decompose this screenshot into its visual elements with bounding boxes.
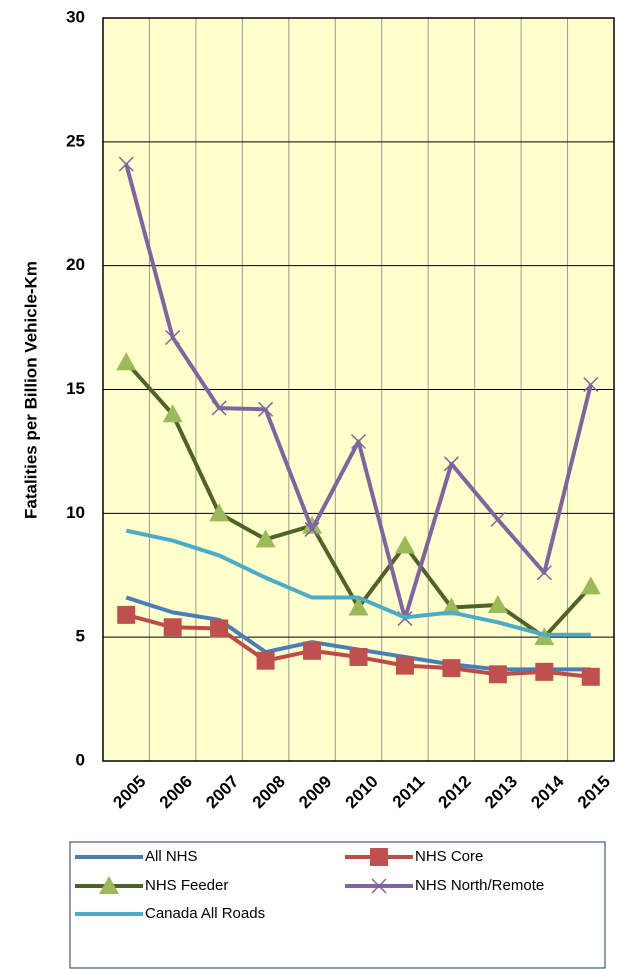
legend-label: Canada All Roads (145, 905, 265, 922)
point-marker (118, 156, 134, 172)
y-tick-label: 20 (66, 255, 85, 274)
point-marker (581, 667, 600, 686)
x-tick-label: 2007 (202, 772, 242, 812)
point-marker (583, 377, 599, 393)
y-tick-label: 5 (76, 627, 85, 646)
point-marker (209, 503, 230, 522)
point-marker (163, 618, 182, 637)
legend-marker (99, 876, 119, 894)
plot-border (102, 17, 615, 762)
point-marker (211, 400, 227, 416)
legend-label: NHS Feeder (145, 877, 228, 894)
point-marker (488, 665, 507, 684)
x-tick-label: 2009 (295, 772, 335, 812)
x-tick-label: 2008 (249, 772, 289, 812)
point-marker (535, 662, 554, 681)
x-tick-label: 2010 (342, 772, 382, 812)
point-marker (162, 404, 183, 423)
point-marker (350, 433, 367, 450)
x-tick-label: 2014 (527, 771, 568, 812)
point-marker (348, 597, 369, 616)
point-marker (442, 659, 461, 678)
point-marker (349, 647, 368, 666)
x-tick-label: 2013 (481, 772, 521, 812)
x-tick-label: 2011 (389, 772, 429, 812)
point-marker (165, 329, 181, 346)
legend-box (69, 841, 606, 969)
y-tick-label: 30 (66, 7, 85, 26)
point-marker (258, 401, 274, 417)
point-marker (394, 535, 415, 554)
point-marker (303, 641, 322, 660)
y-tick-label: 15 (66, 379, 85, 398)
x-tick-label: 2015 (574, 772, 614, 812)
x-tick-label: 2012 (435, 772, 475, 812)
point-marker (580, 576, 601, 595)
point-marker (490, 511, 506, 528)
point-marker (117, 605, 136, 624)
point-marker (210, 619, 229, 638)
legend-label: NHS North/Remote (415, 877, 544, 894)
point-marker (443, 456, 459, 472)
point-marker (395, 656, 414, 675)
point-marker (536, 565, 552, 581)
point-marker (255, 529, 276, 548)
point-marker (487, 594, 508, 613)
y-axis-label: Fatalities per Billion Vehicle-Km (21, 261, 40, 519)
x-tick-label: 2006 (156, 772, 196, 812)
legend-marker (371, 878, 387, 894)
x-tick-label: 2005 (109, 772, 149, 812)
legend-marker (370, 848, 388, 866)
point-marker (116, 352, 137, 371)
series-line (125, 528, 591, 637)
y-tick-label: 10 (66, 503, 85, 522)
point-marker (256, 651, 275, 670)
legend-label: All NHS (145, 848, 198, 865)
y-tick-label: 0 (76, 750, 85, 769)
point-marker (304, 521, 320, 537)
y-tick-label: 25 (66, 131, 85, 150)
legend-label: NHS Core (415, 848, 483, 865)
